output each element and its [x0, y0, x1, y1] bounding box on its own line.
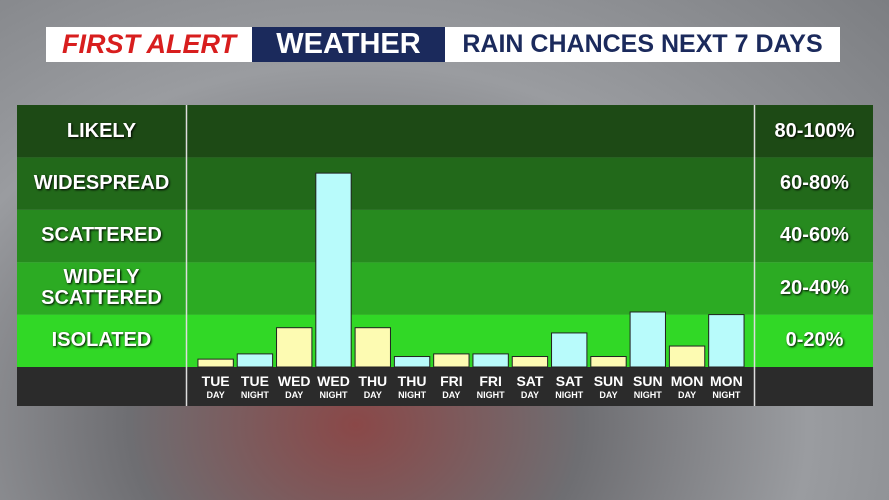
- x-tick-sublabel: DAY: [285, 390, 303, 400]
- x-tick-sublabel: NIGHT: [555, 390, 584, 400]
- band-range: 60-80%: [756, 157, 873, 209]
- category-strip: [17, 367, 873, 406]
- band: [17, 209, 873, 263]
- band-label-text: ISOLATED: [51, 329, 152, 352]
- x-tick-sublabel: DAY: [678, 390, 696, 400]
- band-range: 80-100%: [756, 105, 873, 157]
- x-tick-label: FRI: [479, 373, 502, 389]
- band-range: 20-40%: [756, 262, 873, 314]
- bar: [236, 353, 274, 368]
- x-tick-label: SUN: [633, 373, 663, 389]
- x-tick-label: FRI: [440, 373, 463, 389]
- bar: [551, 332, 588, 368]
- x-tick-label: MON: [710, 373, 743, 389]
- x-tick-sublabel: NIGHT: [398, 390, 427, 400]
- band-range-text: 20-40%: [780, 276, 849, 299]
- x-tick-sublabel: DAY: [364, 390, 382, 400]
- chart-title: RAIN CHANCES NEXT 7 DAYS: [445, 27, 840, 62]
- bar: [393, 356, 431, 368]
- band: [17, 262, 873, 315]
- x-tick-sublabel: NIGHT: [241, 390, 270, 400]
- x-tick-sublabel: NIGHT: [477, 390, 506, 400]
- x-tick-label: WED: [278, 373, 311, 389]
- bar: [668, 345, 706, 368]
- x-tick-label: WED: [317, 373, 350, 389]
- x-tick-label: THU: [358, 373, 387, 389]
- bar: [315, 172, 352, 368]
- band-range-text: 80-100%: [774, 119, 855, 142]
- band-label: WIDELY SCATTERED: [17, 262, 186, 314]
- band-label-text: WIDESPREAD: [33, 172, 170, 195]
- bar: [354, 327, 391, 368]
- bar: [276, 327, 313, 368]
- x-tick-sublabel: DAY: [442, 390, 460, 400]
- bar: [590, 356, 627, 368]
- x-tick-label: SAT: [556, 373, 583, 389]
- band-range-text: 60-80%: [780, 172, 849, 195]
- band-label: WIDESPREAD: [17, 157, 186, 209]
- band-range: 40-60%: [756, 210, 873, 262]
- band-range: 0-20%: [756, 315, 873, 367]
- x-tick-sublabel: NIGHT: [320, 390, 349, 400]
- band: [17, 157, 873, 210]
- x-tick-label: TUE: [241, 373, 269, 389]
- band-range-text: 40-60%: [780, 224, 849, 247]
- x-tick-label: THU: [398, 373, 427, 389]
- bar: [511, 356, 549, 368]
- bar: [629, 311, 666, 368]
- x-tick-sublabel: DAY: [599, 390, 617, 400]
- band-label: LIKELY: [17, 105, 186, 157]
- bar: [472, 353, 509, 368]
- x-tick-label: MON: [671, 373, 704, 389]
- x-tick-label: SUN: [594, 373, 624, 389]
- x-tick-label: TUE: [202, 373, 230, 389]
- band-label: SCATTERED: [17, 210, 186, 262]
- band-label-text: LIKELY: [66, 119, 137, 142]
- brand-word: WEATHER: [252, 27, 445, 62]
- brand: FIRST ALERT: [46, 27, 252, 62]
- band-range-text: 0-20%: [785, 329, 844, 352]
- band-label-text: SCATTERED: [41, 224, 162, 247]
- band-label-text: WIDELY SCATTERED: [41, 266, 162, 310]
- x-tick-sublabel: DAY: [207, 390, 225, 400]
- x-tick-sublabel: NIGHT: [634, 390, 663, 400]
- x-tick-label: SAT: [516, 373, 543, 389]
- band: [17, 105, 873, 158]
- x-tick-sublabel: DAY: [521, 390, 539, 400]
- bar: [433, 353, 470, 368]
- bar: [197, 358, 234, 368]
- band-label: ISOLATED: [17, 315, 186, 367]
- x-tick-sublabel: NIGHT: [712, 390, 741, 400]
- bar: [708, 314, 745, 368]
